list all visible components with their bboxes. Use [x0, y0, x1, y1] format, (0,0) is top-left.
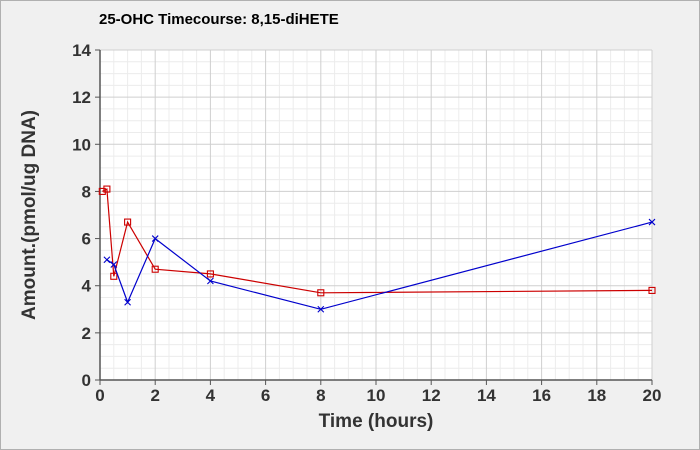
x-tick-label: 18	[587, 386, 606, 405]
minor-grid	[100, 50, 652, 380]
tick-labels: 0 2 4 6 8 10 12 14 16 18 20 0 2 4 6 8 10 12 14	[72, 41, 661, 405]
y-tick-label: 10	[72, 135, 91, 154]
y-tick-label: 4	[82, 277, 92, 296]
series-2-x-marker	[207, 277, 214, 285]
x-tick-label: 20	[643, 386, 662, 405]
y-tick-label: 6	[82, 230, 91, 249]
chart-title: 25-OHC Timecourse: 8,15-diHETE	[99, 11, 339, 28]
y-tick-label: 0	[82, 371, 91, 390]
series-1-square-marker	[98, 187, 106, 195]
y-tick-label: 8	[82, 182, 91, 201]
series-1-square-marker	[206, 270, 214, 278]
x-tick-label: 2	[150, 386, 159, 405]
y-tick-label: 14	[72, 41, 91, 60]
x-axis-title: Time (hours)	[319, 411, 434, 432]
series-1-square-marker	[648, 286, 656, 294]
series-1-square-marker	[317, 289, 325, 297]
series-2-x-marker	[317, 305, 325, 313]
y-axis-title: Amount.(pmol/ug DNA)	[19, 110, 40, 320]
y-tick-label: 2	[82, 324, 91, 343]
series-2-x-marker	[151, 235, 159, 242]
series-1-square-marker	[151, 265, 159, 273]
series-1-square-marker	[124, 218, 132, 226]
x-marker-stroke	[207, 277, 214, 285]
x-tick-label: 10	[367, 386, 386, 405]
x-tick-label: 0	[95, 386, 104, 405]
x-marker-stroke	[151, 235, 159, 242]
x-marker-stroke	[124, 298, 131, 306]
series-1-square-marker	[110, 272, 118, 280]
x-marker-stroke	[103, 256, 111, 264]
series-layer	[98, 185, 656, 313]
x-marker-stroke	[110, 261, 118, 268]
x-tick-label: 14	[477, 386, 496, 405]
series-1-line	[102, 188, 653, 294]
series-2-x-marker	[124, 298, 131, 306]
x-tick-label: 16	[532, 386, 551, 405]
x-marker-stroke	[648, 218, 656, 226]
series-2-x-marker	[648, 218, 656, 226]
y-tick-label: 12	[72, 88, 91, 107]
x-tick-label: 12	[422, 386, 441, 405]
x-tick-label: 4	[206, 386, 216, 405]
series-1-square-marker	[103, 185, 111, 193]
x-tick-label: 6	[261, 386, 270, 405]
axes	[95, 49, 653, 385]
series-2-x-marker	[103, 256, 111, 264]
series-2-x-marker	[110, 261, 118, 268]
x-marker-stroke	[317, 305, 325, 313]
x-tick-label: 8	[316, 386, 325, 405]
